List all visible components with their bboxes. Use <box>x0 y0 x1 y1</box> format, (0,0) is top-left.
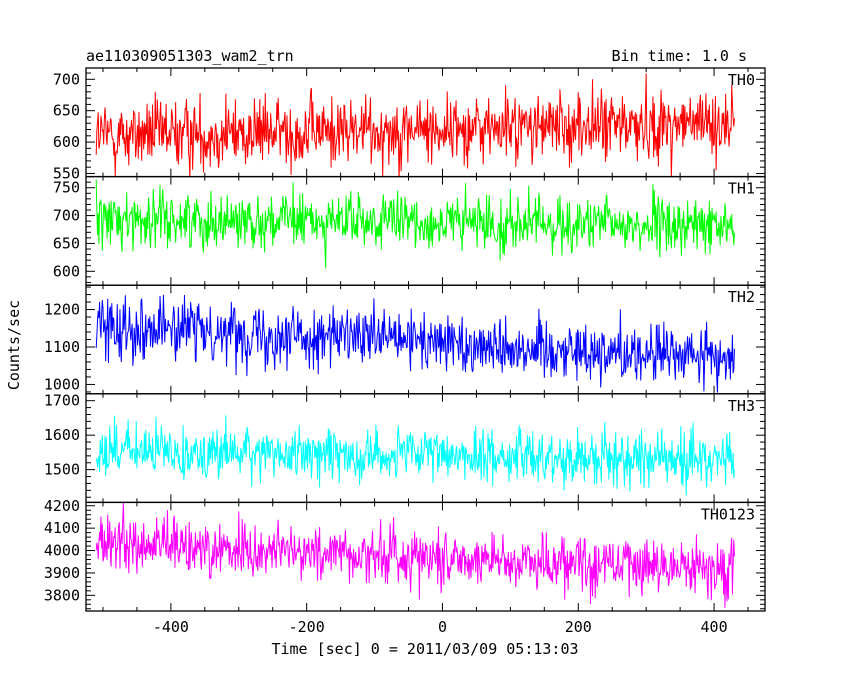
y-tick-label: 1100 <box>44 338 80 356</box>
panel-label-th3: TH3 <box>728 397 755 415</box>
x-tick-label: 400 <box>701 618 728 636</box>
panel-th1: 600 650 700 750 TH1 <box>53 175 766 286</box>
y-tick-label: 4000 <box>44 542 80 560</box>
panels-group: 550 600 650 700 TH0 600 650 700 750 TH1 1000 1100 12… <box>44 67 766 612</box>
panel-th0: 550 600 650 700 TH0 <box>53 67 766 182</box>
y-tick-label: 750 <box>53 179 80 197</box>
panel-th3: 1500 1600 1700 TH3 <box>44 392 766 504</box>
x-tick-label: 200 <box>565 618 592 636</box>
series-line-th2 <box>95 294 735 393</box>
x-tick-label: 0 <box>438 618 447 636</box>
series-line-th0123 <box>95 502 735 608</box>
y-tick-label: 550 <box>53 164 80 182</box>
x-tick-label: -200 <box>289 618 325 636</box>
y-tick-label: 650 <box>53 234 80 252</box>
y-tick-label: 4100 <box>44 519 80 537</box>
y-tick-label: 600 <box>53 133 80 151</box>
panel-th0123: 3800 3900 4000 4100 4200 TH0123 <box>44 497 766 612</box>
series-line-th3 <box>95 415 735 496</box>
y-tick-label: 700 <box>53 207 80 225</box>
bin-time-label: Bin time: 1.0 s <box>612 47 747 65</box>
panel-th2: 1000 1100 1200 TH2 <box>44 284 766 395</box>
panel-frame <box>85 501 766 612</box>
y-tick-label: 1200 <box>44 301 80 319</box>
panel-label-th2: TH2 <box>728 288 755 306</box>
x-axis: -400 -200 0 200 400 <box>153 618 728 636</box>
y-tick-label: 600 <box>53 262 80 280</box>
series-line-th0 <box>95 73 735 177</box>
chart-title: ae110309051303_wam2_trn <box>86 47 294 65</box>
y-tick-label: 1700 <box>44 392 80 410</box>
y-tick-label: 3900 <box>44 564 80 582</box>
panel-label-th0: TH0 <box>728 71 755 89</box>
y-tick-label: 650 <box>53 102 80 120</box>
y-tick-label: 3800 <box>44 586 80 604</box>
series-line-th1 <box>95 179 735 269</box>
panel-frame <box>85 175 766 286</box>
y-tick-label: 4200 <box>44 497 80 515</box>
y-axis-label: Counts/sec <box>5 300 23 390</box>
panel-label-th0123: TH0123 <box>701 505 755 523</box>
y-tick-label: 1000 <box>44 375 80 393</box>
panel-label-th1: TH1 <box>728 180 755 198</box>
y-tick-label: 700 <box>53 70 80 88</box>
x-axis-label: Time [sec] 0 = 2011/03/09 05:13:03 <box>271 640 578 658</box>
y-tick-label: 1600 <box>44 426 80 444</box>
y-tick-label: 1500 <box>44 461 80 479</box>
x-tick-label: -400 <box>153 618 189 636</box>
